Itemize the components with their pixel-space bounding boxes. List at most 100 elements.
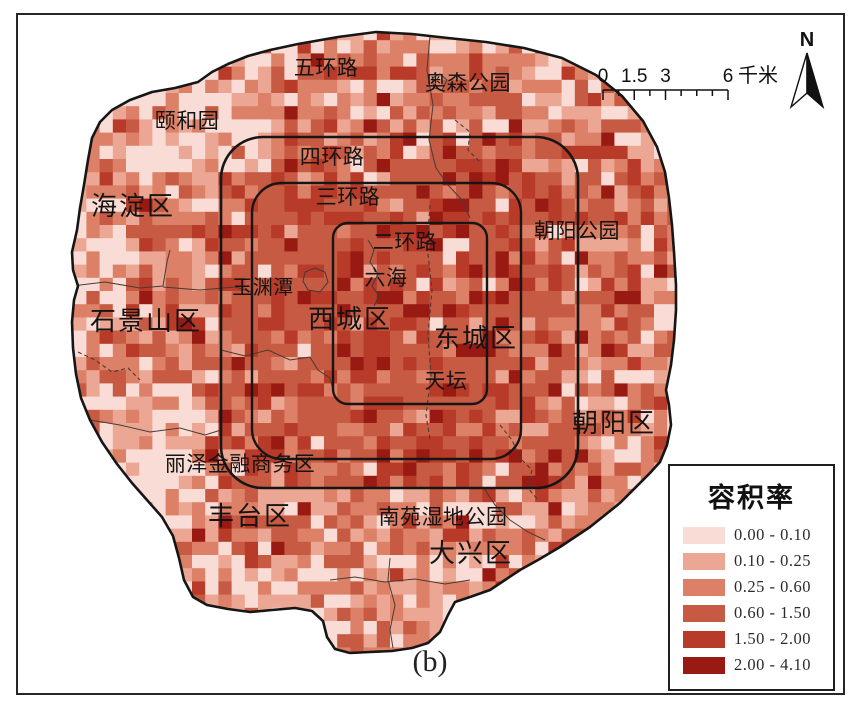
grid-cell (376, 541, 391, 556)
grid-cell (508, 528, 523, 543)
grid-cell (376, 304, 391, 318)
grid-cell (601, 145, 615, 160)
grid-cell (112, 198, 127, 213)
grid-cell (442, 66, 457, 81)
grid-cell (416, 277, 430, 292)
grid-cell (601, 238, 615, 252)
grid-cell (508, 357, 523, 371)
grid-cell (337, 502, 351, 516)
grid-cell (337, 198, 351, 213)
grid-cell (601, 383, 615, 397)
grid-cell (126, 172, 140, 186)
grid-cell (456, 462, 470, 477)
grid-cell (337, 594, 351, 609)
grid-cell (218, 489, 232, 503)
grid-cell (310, 357, 325, 371)
grid-cell (508, 93, 523, 107)
grid-cell (231, 211, 246, 226)
grid-cell (535, 79, 549, 94)
grid-cell (456, 383, 470, 397)
grid-cell (376, 198, 391, 213)
grid-cell (284, 185, 298, 199)
grid-cell (429, 225, 444, 239)
grid-cell (310, 515, 325, 529)
water-outline (302, 267, 329, 293)
grid-cell (574, 132, 589, 147)
grid-cell (363, 343, 378, 358)
grid-cell (297, 119, 312, 133)
grid-cell (376, 317, 391, 331)
grid-cell (350, 343, 364, 358)
grid-cell (99, 357, 114, 371)
grid-cell (271, 475, 285, 490)
grid-cell (99, 304, 114, 318)
grid-cell (403, 264, 417, 279)
grid-cell (442, 568, 457, 582)
scale-bar-label: 6 (723, 66, 734, 87)
grid-cell (588, 409, 602, 424)
grid-cell (337, 541, 351, 556)
grid-cell (310, 396, 325, 411)
grid-cell (456, 291, 470, 305)
grid-cell (258, 172, 272, 186)
grid-cell (284, 370, 298, 384)
grid-cell (205, 185, 219, 199)
grid-cell (522, 66, 536, 81)
grid-cell (244, 185, 259, 199)
ring-road-3rd (250, 181, 523, 461)
map-label: 三环路 (316, 185, 381, 209)
grid-cell (86, 198, 100, 213)
grid-cell (310, 383, 325, 397)
grid-cell (350, 330, 364, 345)
grid-cell (495, 304, 510, 318)
grid-cell (403, 594, 417, 609)
grid-cell (667, 330, 676, 345)
grid-cell (126, 198, 140, 213)
grid-cell (139, 304, 153, 318)
grid-cell (99, 409, 114, 424)
grid-cell (152, 93, 166, 107)
grid-cell (442, 423, 457, 437)
grid-cell (429, 383, 444, 397)
grid-cell (456, 357, 470, 371)
grid-cell (363, 106, 378, 120)
grid-cell (588, 185, 602, 199)
grid-cell (350, 357, 364, 371)
grid-cell (297, 198, 312, 213)
grid-cell (350, 145, 364, 160)
grid-cell (284, 66, 298, 81)
grid-cell (508, 172, 523, 186)
grid-cell (588, 475, 602, 490)
grid-cell (363, 581, 378, 595)
grid-cell (627, 423, 642, 437)
grid-cell (258, 211, 272, 226)
grid-cell (139, 357, 153, 371)
grid-cell (390, 383, 404, 397)
grid-cell (165, 383, 180, 397)
grid-cell (429, 330, 444, 345)
grid-cell (403, 607, 417, 622)
grid-cell (561, 277, 576, 292)
grid-cell (310, 343, 325, 358)
grid-cell (640, 423, 655, 437)
grid-cell (456, 436, 470, 450)
grid-cell (297, 594, 312, 609)
map-label: 天坛 (425, 369, 468, 393)
grid-cell (271, 409, 285, 424)
grid-cell (403, 528, 417, 543)
grid-cell (324, 594, 338, 609)
grid-cell (654, 370, 668, 384)
grid-cell (165, 185, 180, 199)
grid-cell (403, 225, 417, 239)
grid-cell (165, 225, 180, 239)
grid-cell (522, 568, 536, 582)
grid-cell (258, 277, 272, 292)
grid-cell (561, 132, 576, 147)
legend-entry-label: 0.60 - 1.50 (734, 603, 811, 622)
grid-cell (324, 119, 338, 133)
grid-cell (456, 449, 470, 463)
grid-cell (482, 409, 496, 424)
grid-cell (390, 93, 404, 107)
grid-cell (178, 185, 193, 199)
grid-cell (337, 317, 351, 331)
